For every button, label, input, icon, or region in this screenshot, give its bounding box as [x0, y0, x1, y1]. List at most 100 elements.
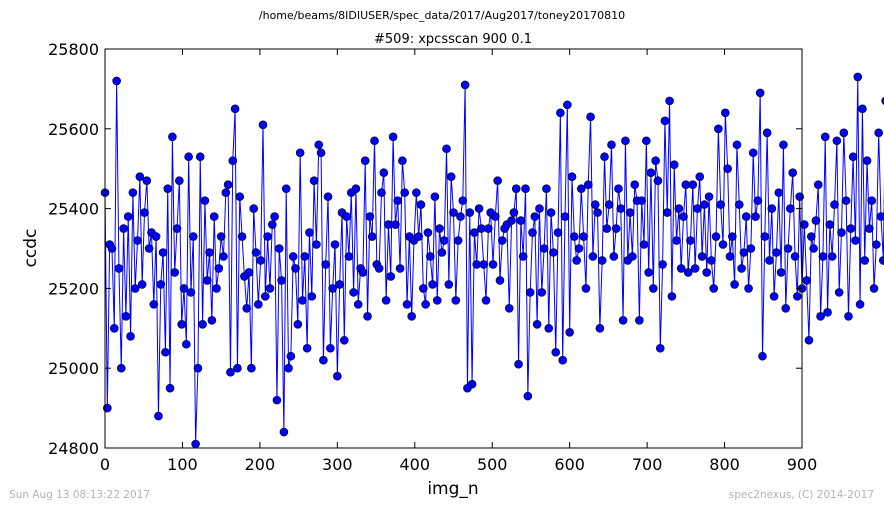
- data-point: [693, 204, 702, 213]
- data-point: [228, 156, 238, 166]
- data-point: [335, 280, 344, 289]
- data-point: [707, 256, 716, 265]
- series-layer: [100, 72, 884, 449]
- data-point: [811, 216, 821, 225]
- data-point: [597, 256, 607, 265]
- data-point: [307, 292, 317, 301]
- data-point: [449, 208, 458, 217]
- data-point: [556, 108, 565, 118]
- series-line: [104, 76, 884, 445]
- data-point: [423, 228, 433, 237]
- data-point: [841, 196, 851, 205]
- data-point: [251, 248, 261, 257]
- data-point: [669, 160, 679, 170]
- data-point: [679, 212, 688, 221]
- data-point: [358, 268, 368, 277]
- data-point: [825, 220, 835, 229]
- data-point: [126, 331, 135, 341]
- data-point: [525, 288, 535, 297]
- data-point: [630, 180, 640, 189]
- footer-credit: spec2nexus, (C) 2014-2017: [729, 489, 874, 501]
- data-point: [583, 180, 593, 189]
- data-point: [263, 232, 272, 241]
- data-point: [758, 351, 767, 361]
- data-point: [386, 272, 396, 281]
- data-point: [751, 212, 760, 221]
- data-point: [860, 256, 870, 265]
- data-point: [442, 144, 451, 154]
- data-point: [446, 172, 456, 181]
- data-point: [695, 172, 705, 181]
- data-point: [270, 212, 279, 221]
- data-point: [653, 176, 663, 185]
- x-tick-label: 800: [709, 455, 740, 474]
- data-point: [865, 224, 874, 233]
- data-point: [639, 240, 649, 249]
- data-point: [786, 204, 795, 213]
- data-point: [507, 216, 516, 225]
- data-point: [168, 132, 177, 142]
- data-point: [560, 212, 570, 221]
- data-point: [109, 323, 119, 333]
- x-tick-label: 300: [322, 455, 353, 474]
- data-point: [816, 312, 825, 321]
- data-point: [625, 208, 635, 217]
- data-point: [532, 320, 542, 329]
- data-point: [844, 312, 853, 321]
- data-point: [690, 264, 700, 273]
- data-point: [300, 252, 310, 261]
- data-point: [876, 212, 884, 221]
- data-point: [156, 280, 166, 289]
- data-point: [741, 212, 751, 221]
- data-point: [193, 363, 203, 373]
- data-point: [637, 196, 646, 205]
- data-point: [514, 359, 523, 369]
- data-point: [184, 152, 193, 162]
- data-point: [161, 347, 170, 357]
- data-point: [342, 212, 351, 221]
- data-point: [137, 280, 147, 289]
- data-point: [602, 224, 612, 233]
- data-point: [374, 264, 384, 273]
- data-point: [267, 220, 277, 229]
- data-point: [667, 292, 677, 301]
- data-point: [790, 252, 800, 261]
- data-point: [121, 312, 131, 321]
- x-tick-label: 100: [167, 455, 198, 474]
- data-point: [618, 316, 628, 325]
- y-tick-label: 24800: [48, 439, 99, 458]
- data-point: [474, 204, 484, 213]
- data-point: [614, 184, 623, 193]
- data-point: [182, 339, 191, 349]
- data-point: [344, 252, 354, 261]
- data-point: [721, 108, 730, 118]
- data-point: [646, 168, 656, 177]
- data-point: [453, 236, 463, 245]
- data-point: [590, 200, 600, 209]
- data-point: [574, 244, 584, 253]
- data-point: [727, 232, 737, 241]
- data-point: [839, 128, 849, 138]
- data-point: [339, 335, 349, 345]
- data-point: [734, 200, 744, 209]
- data-point: [202, 276, 212, 285]
- data-point: [588, 252, 598, 261]
- data-point: [402, 300, 412, 309]
- data-point: [391, 220, 400, 229]
- data-point: [516, 216, 526, 225]
- data-point: [284, 363, 293, 373]
- data-point: [398, 156, 407, 166]
- data-point: [511, 184, 521, 193]
- data-point: [140, 208, 149, 217]
- data-point: [544, 323, 554, 333]
- data-point: [349, 288, 358, 297]
- data-point: [484, 224, 493, 233]
- data-point: [261, 292, 270, 301]
- data-point: [214, 264, 224, 273]
- data-point: [586, 112, 595, 122]
- data-point: [549, 248, 558, 257]
- data-point: [221, 188, 231, 197]
- data-point: [872, 240, 881, 249]
- data-point: [739, 248, 749, 257]
